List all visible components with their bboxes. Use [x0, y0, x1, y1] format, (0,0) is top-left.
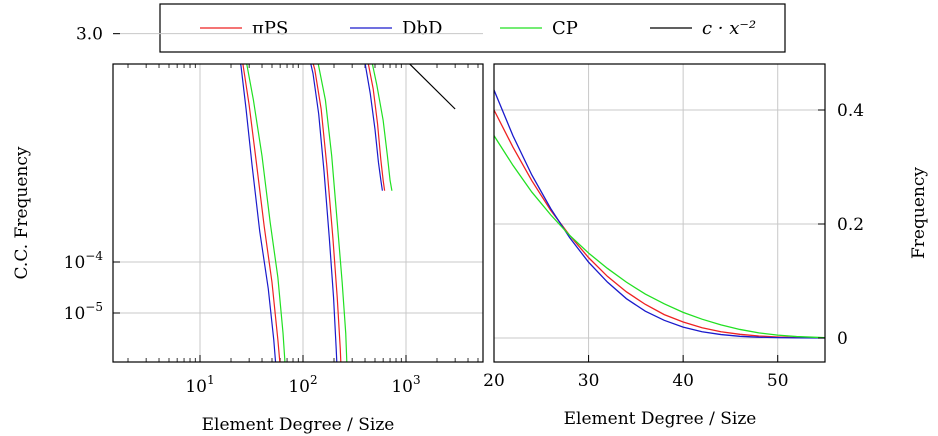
- left-xtick-label-2: 103: [391, 373, 420, 397]
- left-series-0-line-2: [367, 64, 386, 191]
- right-series-2-line: [494, 135, 825, 339]
- right-series-1-line: [494, 89, 825, 339]
- right-series-0-line: [494, 109, 825, 339]
- left-ytick-label-5: 10−5: [64, 300, 103, 324]
- left-ytick-label-3: 3.0: [76, 25, 103, 45]
- left-xtick-label-1-base: 10: [288, 377, 310, 397]
- left-ytick-label-4-base: 10: [64, 253, 86, 273]
- left-xtick-label-1-exp: 2: [310, 373, 318, 387]
- left-series-1-line-1: [310, 64, 338, 362]
- right-x-axis-label: Element Degree / Size: [564, 409, 757, 429]
- left-series-2-line-0: [246, 64, 286, 362]
- legend: πPS DbD CP c · x⁻²: [159, 3, 786, 53]
- right-xtick-label-2: 40: [672, 371, 694, 391]
- left-x-axis-label: Element Degree / Size: [202, 415, 395, 435]
- legend-label-1: DbD: [402, 18, 442, 39]
- left-xtick-label-2-base: 10: [391, 377, 413, 397]
- right-xtick-label-0: 20: [483, 371, 505, 391]
- left-series-2-line-1: [317, 64, 348, 362]
- right-xtick-label-1: 30: [578, 371, 600, 391]
- legend-label-3: c · x⁻²: [702, 18, 756, 39]
- left-ytick-label-3-base: 3.0: [76, 25, 103, 45]
- right-panel: 20 30 40 50 0 0.2 0.4 Element Degree / Size Freq…: [483, 63, 929, 429]
- left-xtick-label-1: 102: [288, 373, 317, 397]
- right-xtick-label-3: 50: [767, 371, 789, 391]
- right-y-axis-label: Frequency: [909, 167, 929, 259]
- right-ytick-label-0: 0: [837, 329, 848, 349]
- right-frame: [493, 63, 826, 363]
- right-ytick-label-1: 0.2: [837, 215, 864, 235]
- left-ytick-label-4: 10−4: [64, 249, 104, 273]
- left-xtick-label-2-exp: 3: [413, 373, 421, 387]
- left-frame: [112, 63, 484, 363]
- left-series-1-line-2: [364, 64, 383, 191]
- left-series-0-line-0: [242, 64, 281, 362]
- left-series-2-line-2: [371, 64, 393, 191]
- legend-label-0: πPS: [252, 18, 288, 39]
- left-ytick-label-5-base: 10: [64, 304, 86, 324]
- left-xtick-label-0-exp: 1: [207, 373, 215, 387]
- left-ytick-label-5-exp: −5: [85, 300, 103, 314]
- left-xtick-label-0: 101: [185, 373, 214, 397]
- left-series-1-line-0: [239, 64, 277, 362]
- left-series-0-line-1: [312, 64, 342, 362]
- left-ytick-label-4-exp: −4: [85, 249, 103, 263]
- left-y-axis-label: C.C. Frequency: [12, 146, 32, 279]
- legend-label-2: CP: [552, 18, 578, 39]
- left-xtick-label-0-base: 10: [185, 377, 207, 397]
- right-ytick-label-2: 0.4: [837, 101, 864, 121]
